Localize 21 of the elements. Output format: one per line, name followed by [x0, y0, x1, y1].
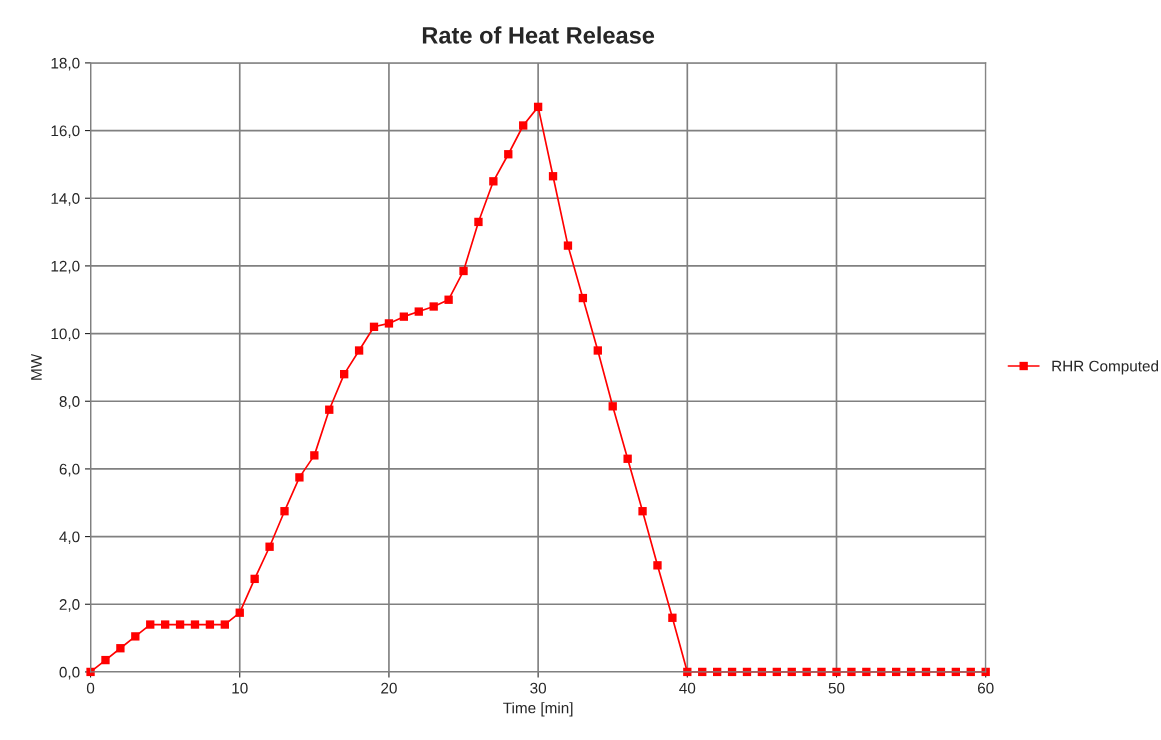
- y-tick-label: 0,0: [59, 666, 80, 680]
- x-tick-label: 60: [977, 682, 994, 694]
- x-tick-label: 0: [86, 682, 95, 694]
- x-tick-label: 10: [232, 682, 248, 694]
- y-tick-label: 8,0: [59, 396, 80, 409]
- x-axis-title: Time [min]: [503, 702, 573, 717]
- x-tick-label: 20: [381, 682, 397, 694]
- legend-label: RHR Computed: [1052, 360, 1159, 375]
- x-tick-label: 50: [828, 682, 845, 694]
- x-tick-label: 30: [530, 682, 547, 694]
- y-axis-title: MW: [31, 353, 42, 380]
- y-tick-label: 4,0: [59, 531, 80, 545]
- x-tick-label: 40: [679, 682, 696, 694]
- chart-title: Rate of Heat Release: [422, 26, 655, 44]
- y-tick-label: 14,0: [51, 193, 80, 206]
- y-tick-label: 12,0: [51, 260, 80, 274]
- y-tick-label: 10,0: [51, 328, 80, 342]
- y-tick-label: 2,0: [59, 599, 80, 612]
- y-tick-label: 6,0: [59, 463, 80, 477]
- y-tick-label: 18,0: [51, 57, 80, 71]
- y-tick-label: 16,0: [51, 125, 80, 139]
